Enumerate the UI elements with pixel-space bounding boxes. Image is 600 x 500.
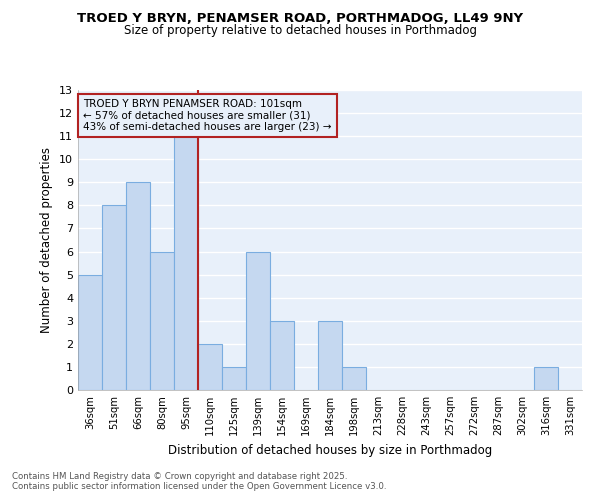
Bar — [102, 206, 126, 390]
Bar — [78, 274, 102, 390]
Bar — [198, 344, 222, 390]
X-axis label: Distribution of detached houses by size in Porthmadog: Distribution of detached houses by size … — [168, 444, 492, 456]
Text: Size of property relative to detached houses in Porthmadog: Size of property relative to detached ho… — [124, 24, 476, 37]
Bar — [342, 367, 366, 390]
Bar — [222, 367, 246, 390]
Y-axis label: Number of detached properties: Number of detached properties — [40, 147, 53, 333]
Bar — [534, 367, 558, 390]
Bar — [174, 136, 198, 390]
Text: Contains public sector information licensed under the Open Government Licence v3: Contains public sector information licen… — [12, 482, 386, 491]
Bar — [318, 321, 342, 390]
Text: Contains HM Land Registry data © Crown copyright and database right 2025.: Contains HM Land Registry data © Crown c… — [12, 472, 347, 481]
Text: TROED Y BRYN, PENAMSER ROAD, PORTHMADOG, LL49 9NY: TROED Y BRYN, PENAMSER ROAD, PORTHMADOG,… — [77, 12, 523, 26]
Bar — [246, 252, 270, 390]
Bar — [270, 321, 294, 390]
Text: TROED Y BRYN PENAMSER ROAD: 101sqm
← 57% of detached houses are smaller (31)
43%: TROED Y BRYN PENAMSER ROAD: 101sqm ← 57%… — [83, 99, 332, 132]
Bar — [126, 182, 150, 390]
Bar — [150, 252, 174, 390]
